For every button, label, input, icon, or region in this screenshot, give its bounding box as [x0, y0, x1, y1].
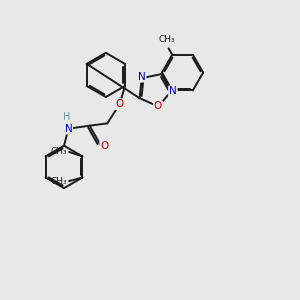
- Text: O: O: [154, 101, 162, 111]
- Text: CH₃: CH₃: [50, 147, 67, 156]
- Text: N: N: [64, 124, 72, 134]
- Text: O: O: [116, 99, 124, 109]
- Text: N: N: [169, 86, 177, 96]
- Text: H: H: [63, 112, 70, 122]
- Text: CH₃: CH₃: [159, 35, 176, 44]
- Text: CH₃: CH₃: [50, 177, 67, 186]
- Text: O: O: [100, 141, 109, 151]
- Text: N: N: [138, 72, 146, 82]
